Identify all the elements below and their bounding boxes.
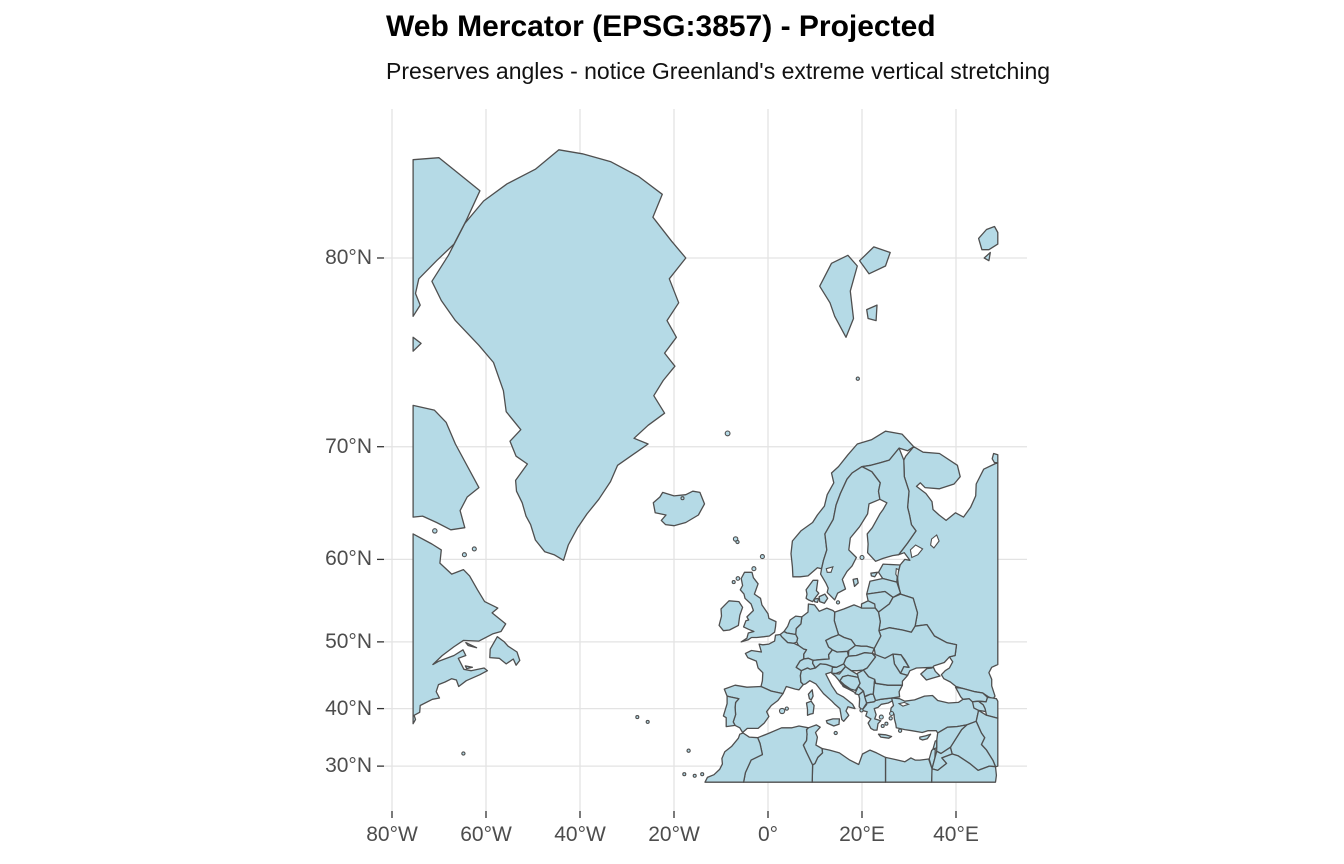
- panel-area: [384, 109, 1027, 811]
- land-ireland: [718, 600, 744, 632]
- axis-ticks: [377, 257, 957, 818]
- y-tick-label: 60°N: [325, 547, 372, 571]
- land-crete: [877, 733, 893, 739]
- y-tick-label: 70°N: [325, 434, 372, 458]
- land-zealand: [818, 593, 829, 604]
- sea-of-marmara: [897, 701, 911, 707]
- land-cyprus: [919, 733, 932, 741]
- x-tick-label: 40°E: [933, 823, 979, 846]
- land-franz-josef-land: [977, 225, 999, 251]
- y-tick-label: 80°N: [325, 245, 372, 269]
- y-tick-label: 50°N: [325, 629, 372, 653]
- land-devon-island: [412, 336, 422, 352]
- land-svalbard-nordaustlandet: [858, 246, 891, 275]
- land-saudi-arabia: [930, 753, 998, 783]
- land-kolguyev: [991, 452, 999, 464]
- graticule: [384, 109, 1027, 811]
- land-romania: [862, 652, 909, 686]
- land-finland: [861, 447, 917, 562]
- x-tick-label: 60°W: [460, 823, 512, 846]
- land-newfoundland: [489, 636, 521, 666]
- x-tick-label: 40°W: [554, 823, 606, 846]
- x-tick-label: 80°W: [366, 823, 418, 846]
- y-tick-label: 40°N: [325, 696, 372, 720]
- land-franz-josef-land-south: [983, 251, 991, 262]
- land-svalbard-spitsbergen: [819, 254, 858, 338]
- land-anticosti: [465, 641, 478, 649]
- land-morocco: [704, 732, 764, 783]
- lake-onega: [930, 534, 940, 549]
- land-corsica: [807, 689, 814, 701]
- land-prince-edward-island: [464, 665, 474, 670]
- land-sardinia: [805, 700, 815, 716]
- land-italy: [799, 663, 856, 722]
- x-tick-label: 0°: [757, 823, 779, 846]
- land-greece: [861, 697, 894, 731]
- land-denmark: [805, 579, 820, 603]
- x-tick-label: 20°E: [839, 823, 885, 846]
- plot-subtitle: Preserves angles - notice Greenland's ex…: [386, 58, 1051, 84]
- land-funen: [813, 597, 820, 604]
- landmasses: [412, 149, 999, 783]
- y-tick-label: 30°N: [325, 754, 372, 778]
- land-greenland: [431, 149, 687, 561]
- land-canada-us-mainland: [412, 533, 507, 725]
- land-svalbard-edgeoya: [866, 304, 878, 322]
- land-sweden: [819, 465, 881, 601]
- land-sicily: [825, 718, 841, 727]
- land-gotland: [852, 577, 859, 588]
- land-portugal: [722, 695, 740, 728]
- land-azerbaijan: [977, 696, 999, 719]
- plot-title: Web Mercator (EPSG:3857) - Projected: [386, 10, 936, 43]
- x-tick-label: 20°W: [648, 823, 700, 846]
- land-france: [744, 633, 808, 695]
- lake-ladoga: [909, 544, 924, 559]
- land-iceland: [652, 490, 706, 527]
- land-libya: [811, 747, 887, 783]
- land-ellesmere-island: [412, 157, 481, 317]
- land-great-britain: [739, 571, 777, 643]
- small-islands: [432, 376, 903, 778]
- lake-vanern: [825, 565, 834, 573]
- land-egypt: [884, 756, 933, 783]
- lake-peipus: [895, 567, 900, 580]
- land-saaremaa: [870, 571, 879, 578]
- land-lebanon: [932, 739, 938, 750]
- lakes: [825, 534, 940, 707]
- land-baffin-island: [412, 404, 480, 531]
